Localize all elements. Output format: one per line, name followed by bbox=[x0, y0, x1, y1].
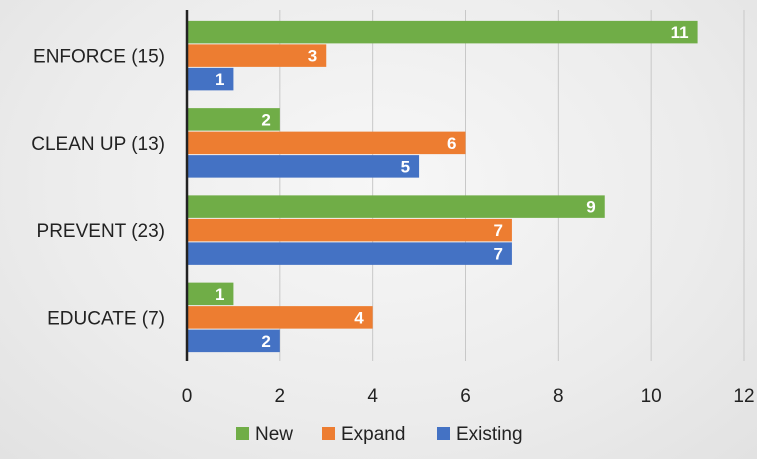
bar-expand-1 bbox=[187, 131, 466, 155]
bar-new-3 bbox=[187, 282, 234, 306]
x-tick-label-6: 6 bbox=[460, 386, 471, 407]
data-label-existing-3: 2 bbox=[261, 332, 270, 351]
data-label-new-1: 2 bbox=[261, 110, 270, 129]
category-labels: ENFORCE (15) CLEAN UP (13) PREVENT (23) EDU… bbox=[31, 47, 165, 330]
data-labels: 11 3 1 2 6 5 9 7 7 1 4 2 bbox=[215, 23, 689, 351]
legend: New Expand Existing bbox=[236, 424, 523, 445]
bar-existing-3 bbox=[187, 329, 280, 353]
x-tick-label-8: 8 bbox=[553, 386, 564, 407]
data-label-new-3: 1 bbox=[215, 285, 224, 304]
legend-swatch-existing bbox=[437, 427, 450, 440]
x-tick-label-0: 0 bbox=[182, 386, 193, 407]
legend-swatch-new bbox=[236, 427, 249, 440]
data-label-expand-3: 4 bbox=[354, 308, 364, 327]
data-label-existing-1: 5 bbox=[401, 157, 410, 176]
legend-swatch-expand bbox=[322, 427, 335, 440]
data-label-new-2: 9 bbox=[586, 198, 595, 217]
x-tick-label-4: 4 bbox=[367, 386, 378, 407]
data-label-expand-1: 6 bbox=[447, 134, 456, 153]
x-tick-label-10: 10 bbox=[641, 386, 662, 407]
bar-expand-0 bbox=[187, 44, 327, 67]
bar-existing-0 bbox=[187, 67, 234, 91]
category-label-3: EDUCATE (7) bbox=[47, 308, 165, 329]
legend-label-existing: Existing bbox=[456, 424, 523, 445]
data-label-existing-2: 7 bbox=[493, 245, 502, 264]
bar-existing-1 bbox=[187, 155, 420, 178]
category-label-0: ENFORCE (15) bbox=[33, 47, 165, 68]
bars bbox=[187, 20, 698, 353]
gridlines bbox=[279, 10, 745, 361]
bar-new-2 bbox=[187, 195, 605, 218]
bar-expand-3 bbox=[187, 306, 373, 329]
x-tick-labels: 0 2 4 6 8 10 12 bbox=[182, 386, 755, 407]
data-label-expand-2: 7 bbox=[493, 221, 502, 240]
data-label-expand-0: 3 bbox=[308, 47, 317, 66]
data-label-new-0: 11 bbox=[671, 23, 689, 42]
bar-expand-2 bbox=[187, 218, 512, 242]
x-tick-label-12: 12 bbox=[733, 386, 754, 407]
bar-existing-2 bbox=[187, 242, 512, 265]
legend-label-new: New bbox=[255, 424, 293, 445]
legend-label-expand: Expand bbox=[341, 424, 405, 445]
bar-new-1 bbox=[187, 108, 280, 131]
x-tick-label-2: 2 bbox=[275, 386, 286, 407]
bar-new-0 bbox=[187, 20, 698, 44]
category-label-2: PREVENT (23) bbox=[37, 221, 165, 242]
data-label-existing-0: 1 bbox=[215, 70, 224, 89]
category-label-1: CLEAN UP (13) bbox=[31, 134, 165, 155]
